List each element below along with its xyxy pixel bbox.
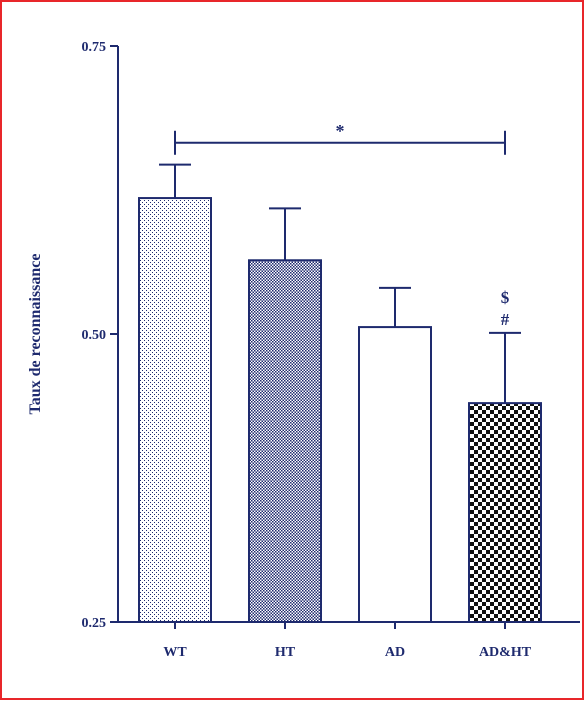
annotation-0-1: #: [501, 310, 510, 329]
y-axis-label: Taux de reconnaissance: [27, 254, 44, 415]
y-tick-label-0: 0.25: [82, 616, 107, 631]
significance-bracket: *: [174, 121, 506, 155]
y-tick-label-2: 0.75: [82, 40, 107, 55]
bar-wt: [138, 197, 212, 623]
x-tick-label-0: WT: [163, 645, 187, 660]
error-bars: [159, 163, 521, 404]
x-tick-label-1: HT: [275, 645, 296, 660]
x-tick-label-2: AD: [385, 645, 405, 660]
bar-ad-ht: [468, 402, 542, 623]
annotations: $#: [501, 288, 510, 329]
y-ticks: 0.25 0.50 0.75: [82, 40, 118, 631]
x-tick-label-3: AD&HT: [479, 645, 532, 660]
x-tick-labels: WT HT AD AD&HT: [163, 622, 532, 660]
bar-ht: [248, 259, 322, 623]
y-tick-label-1: 0.50: [82, 328, 107, 343]
bar-ad: [358, 326, 432, 623]
bars: [138, 197, 542, 623]
bracket-label: *: [336, 121, 345, 141]
annotation-0-0: $: [501, 288, 510, 307]
